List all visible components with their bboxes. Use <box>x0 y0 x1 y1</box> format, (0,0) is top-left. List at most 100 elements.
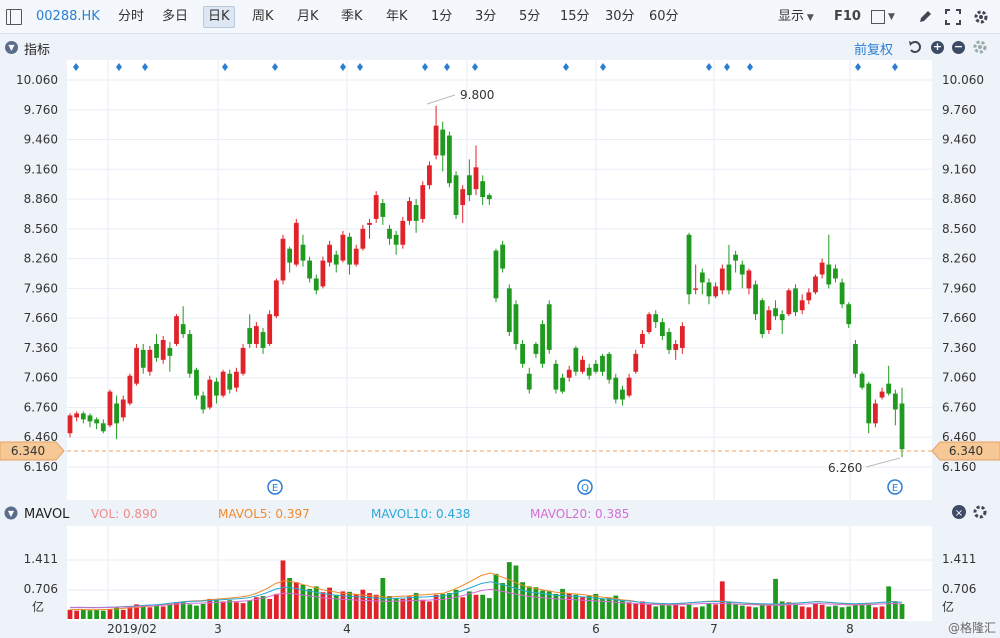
x-tick: 5 <box>463 622 471 636</box>
period-tab-yearly[interactable]: 年K <box>386 9 408 24</box>
period-tab-5min[interactable]: 5分 <box>519 9 541 24</box>
candle-body <box>773 308 778 317</box>
zoom-out-icon[interactable]: − <box>952 40 965 54</box>
current-price-tag-left <box>0 441 65 461</box>
settings-icon[interactable] <box>973 505 987 519</box>
event-dot <box>600 63 606 71</box>
volume-bar <box>593 593 599 619</box>
zoom-in-icon[interactable]: + <box>931 40 944 54</box>
candle-body <box>393 234 399 245</box>
period-tab-30min[interactable]: 30分 <box>605 9 635 24</box>
sidebar-toggle-icon[interactable] <box>6 9 22 25</box>
volume-bar <box>167 604 173 619</box>
close-icon[interactable] <box>952 505 966 519</box>
display-menu[interactable]: 显示 ▼ <box>778 7 814 27</box>
volume-bar <box>646 604 652 619</box>
candle-body <box>746 270 752 289</box>
svg-text:E: E <box>272 483 278 494</box>
earnings-marker[interactable]: E <box>267 479 283 495</box>
period-tab-1min[interactable]: 1分 <box>431 9 453 24</box>
candle-body <box>87 415 93 422</box>
price-tick-label: 7.960 <box>24 281 58 295</box>
volume-bar <box>240 603 246 619</box>
period-tab-3min[interactable]: 3分 <box>475 9 497 24</box>
price-tick-label: 9.460 <box>942 133 976 147</box>
period-tab-intraday[interactable]: 分时 <box>118 9 145 24</box>
svg-text:Q: Q <box>581 483 589 494</box>
kline-chart[interactable]: 10.060 9.760 9.460 9.160 8.860 8.560 8.260 7.96… <box>0 60 1000 638</box>
volume-bar <box>566 593 572 619</box>
candle-body <box>540 324 545 364</box>
price-tick-label: 7.360 <box>942 341 976 355</box>
candle-body <box>633 353 639 372</box>
mavol10-line <box>69 581 903 608</box>
volume-bar <box>826 606 832 619</box>
volume-bar <box>766 605 772 619</box>
volume-bar <box>413 593 419 619</box>
earnings-marker[interactable]: E <box>887 479 903 495</box>
candle-body <box>287 248 293 263</box>
period-tab-weekly[interactable]: 周K <box>252 9 274 24</box>
volume-bar <box>287 578 293 619</box>
candle-body <box>679 326 685 348</box>
volume-bar <box>400 598 406 619</box>
settings-icon[interactable] <box>972 39 988 55</box>
event-dot <box>73 63 79 71</box>
period-tab-quarterly[interactable]: 季K <box>341 9 363 24</box>
adjust-mode-button[interactable]: 前复权 <box>854 43 894 58</box>
period-tab-monthly[interactable]: 月K <box>297 9 319 24</box>
pencil-icon[interactable] <box>917 9 933 25</box>
candle-body <box>513 304 519 344</box>
period-tab-multiday[interactable]: 多日 <box>162 9 189 24</box>
volume-bar <box>107 608 113 619</box>
collapse-icon[interactable]: ▼ <box>5 41 18 54</box>
candle-body <box>886 383 892 394</box>
candle-body <box>759 300 765 335</box>
watermark: @格隆汇 <box>948 620 996 635</box>
price-tick-label: 7.660 <box>24 311 58 325</box>
reset-icon[interactable] <box>908 40 922 54</box>
volume-bar <box>533 587 539 619</box>
volume-bar <box>273 593 279 619</box>
price-tick-label: 9.160 <box>24 162 58 176</box>
candle-body <box>726 264 732 291</box>
candle-body <box>420 185 426 219</box>
fullscreen-icon[interactable] <box>945 9 961 25</box>
candle-body <box>100 423 106 432</box>
low-price-label: 6.260 <box>828 461 862 475</box>
volume-bar <box>653 606 659 619</box>
price-plot-area[interactable] <box>67 60 932 500</box>
volume-bar <box>460 597 466 619</box>
settings-icon[interactable] <box>973 9 989 25</box>
f10-button[interactable]: F10 <box>834 9 861 24</box>
candle-body <box>693 288 699 290</box>
price-tick-label: 6.160 <box>942 460 976 474</box>
period-tab-daily[interactable]: 日K <box>203 6 235 28</box>
chevron-down-icon[interactable]: ▼ <box>888 12 895 22</box>
candle-body <box>526 373 532 390</box>
candle-body <box>307 260 313 279</box>
chart-type-icon[interactable] <box>871 10 885 24</box>
period-tab-15min[interactable]: 15分 <box>560 9 590 24</box>
candle-body <box>699 272 705 283</box>
quarterly-marker[interactable]: Q <box>577 479 593 495</box>
candle-body <box>620 389 625 400</box>
volume-bar <box>573 594 579 619</box>
candle-body <box>653 314 659 323</box>
volume-bar <box>453 589 459 619</box>
volume-bar <box>546 591 552 619</box>
volume-bar <box>227 600 233 619</box>
period-tab-60min[interactable]: 60分 <box>649 9 679 24</box>
volume-bar <box>513 565 519 619</box>
event-dot <box>563 63 569 71</box>
event-dot <box>142 63 148 71</box>
stock-symbol[interactable]: 00288.HK <box>36 9 100 24</box>
candle-body <box>267 314 273 344</box>
price-tick-label: 6.760 <box>24 400 58 414</box>
collapse-icon[interactable] <box>4 506 18 520</box>
candle-body <box>240 347 246 374</box>
price-tick-label: 7.360 <box>24 341 58 355</box>
volume-bar <box>120 609 126 619</box>
candle-body <box>360 228 366 249</box>
